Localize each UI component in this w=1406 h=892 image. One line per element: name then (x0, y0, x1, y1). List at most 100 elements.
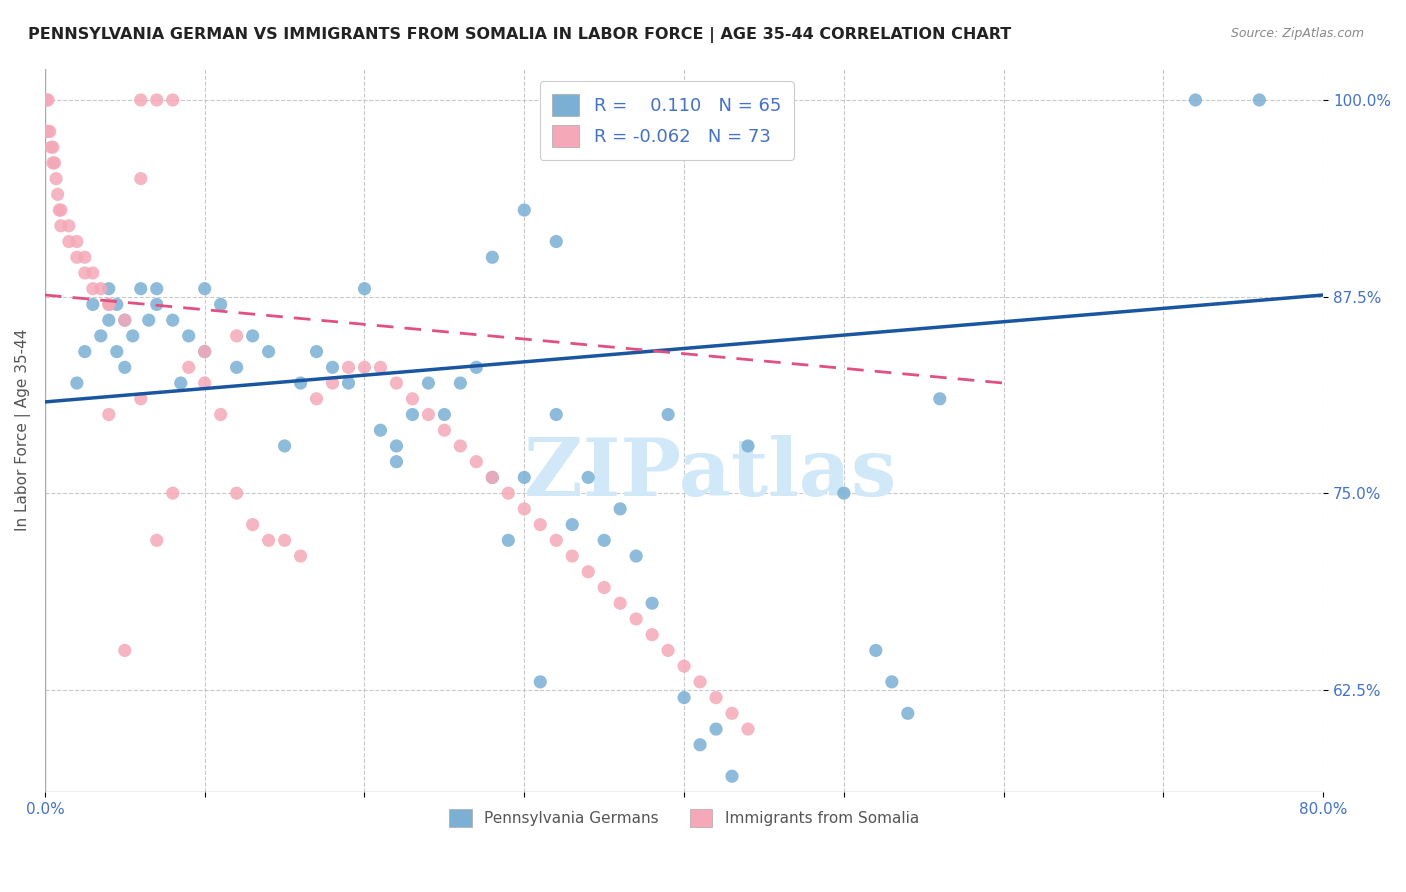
Point (721, 769, 744, 783)
Point (225, 486, 247, 500)
Point (37, 93, 59, 107)
Point (90, 282, 112, 296)
Point (38, 124, 60, 138)
Point (257, 533, 280, 548)
Point (865, 643, 887, 657)
Point (42, 140, 65, 154)
Point (73, 344, 96, 359)
Point (194, 282, 217, 296)
Point (49, 219, 72, 233)
Point (401, 408, 423, 422)
Point (66, 235, 89, 249)
Point (481, 470, 503, 484)
Point (385, 455, 408, 469)
Point (704, 690, 727, 705)
Point (242, 329, 264, 343)
Point (58, 219, 80, 233)
Point (624, 612, 647, 626)
Point (418, 376, 440, 390)
Point (138, 313, 160, 327)
Point (114, 313, 136, 327)
Point (657, 643, 679, 657)
Point (529, 517, 551, 532)
Point (546, 533, 568, 548)
Point (66, 250, 89, 264)
Point (82, 266, 104, 280)
Point (121, 329, 143, 343)
Point (194, 344, 217, 359)
Text: PENNSYLVANIA GERMAN VS IMMIGRANTS FROM SOMALIA IN LABOR FORCE | AGE 35-44 CORREL: PENNSYLVANIA GERMAN VS IMMIGRANTS FROM S… (28, 27, 1011, 43)
Text: Source: ZipAtlas.com: Source: ZipAtlas.com (1230, 27, 1364, 40)
Point (105, 297, 128, 311)
Point (209, 297, 232, 311)
Point (290, 376, 312, 390)
Point (290, 549, 312, 563)
Point (225, 360, 247, 375)
Point (385, 376, 408, 390)
Point (897, 706, 920, 721)
Point (418, 408, 440, 422)
Point (82, 282, 104, 296)
Point (162, 93, 184, 107)
Point (305, 392, 328, 406)
Point (353, 360, 375, 375)
Point (641, 628, 664, 642)
Point (42, 156, 65, 170)
Point (73, 266, 96, 280)
Point (561, 517, 583, 532)
Point (433, 423, 456, 437)
Point (449, 439, 471, 453)
Point (737, 439, 759, 453)
Point (657, 408, 679, 422)
Point (337, 360, 360, 375)
Point (481, 470, 503, 484)
Point (97, 408, 120, 422)
Point (145, 93, 167, 107)
Point (162, 486, 184, 500)
Point (273, 533, 295, 548)
Point (641, 596, 664, 610)
Point (513, 202, 536, 217)
Point (322, 376, 344, 390)
Point (737, 722, 759, 736)
Text: ZIPatlas: ZIPatlas (523, 434, 896, 513)
Point (257, 344, 280, 359)
Point (561, 549, 583, 563)
Point (145, 297, 167, 311)
Point (529, 674, 551, 689)
Point (401, 392, 423, 406)
Point (177, 329, 200, 343)
Point (498, 533, 520, 548)
Point (105, 344, 128, 359)
Point (194, 344, 217, 359)
Point (170, 376, 193, 390)
Point (35, 93, 58, 107)
Point (114, 360, 136, 375)
Point (673, 690, 696, 705)
Point (129, 282, 152, 296)
Point (129, 171, 152, 186)
Point (609, 596, 631, 610)
Point (35, 124, 58, 138)
Point (58, 235, 80, 249)
Point (39, 140, 62, 154)
Point (145, 533, 167, 548)
Point (481, 250, 503, 264)
Point (370, 423, 392, 437)
Point (880, 674, 903, 689)
Point (673, 659, 696, 673)
Point (465, 360, 488, 375)
Point (37, 124, 59, 138)
Point (721, 706, 744, 721)
Point (45, 171, 67, 186)
Point (337, 376, 360, 390)
Point (114, 643, 136, 657)
Point (97, 313, 120, 327)
Point (689, 674, 711, 689)
Point (90, 329, 112, 343)
Point (49, 202, 72, 217)
Point (322, 360, 344, 375)
Point (609, 501, 631, 516)
Point (593, 581, 616, 595)
Point (46, 187, 69, 202)
